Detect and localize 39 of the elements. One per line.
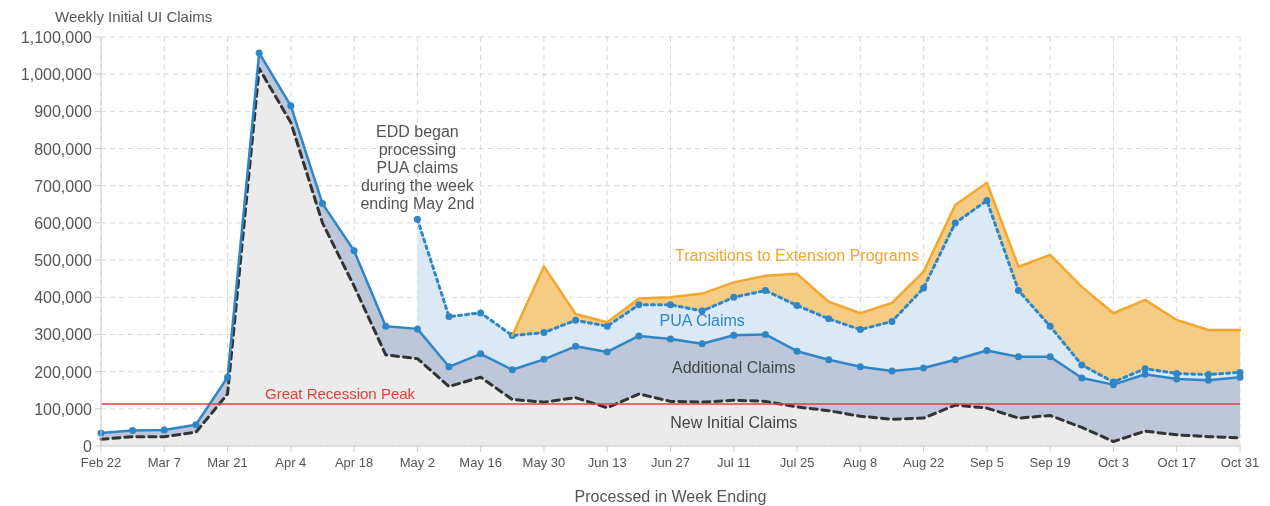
x-tick-label: Sep 5 [969,455,1004,470]
y-tick-label: 200,000 [34,363,93,381]
x-tick-label: Aug 8 [843,455,878,470]
series-label: Transitions to Extension Programs [675,246,920,264]
x-tick-label: Jun 27 [650,455,691,470]
x-tick-label: Mar 7 [147,455,181,470]
series-label: PUA Claims [659,312,745,330]
y-tick-label: 900,000 [34,103,93,121]
x-tick-label: Apr 18 [334,455,374,470]
series-label: Additional Claims [671,359,796,377]
x-tick-label: Apr 4 [275,455,307,470]
y-tick-label: 800,000 [34,140,93,158]
x-tick-label: Feb 22 [80,455,122,470]
y-tick-label: 700,000 [34,177,93,195]
y-tick-label: 600,000 [34,214,93,232]
x-tick-label: May 2 [399,455,436,470]
x-tick-label: Sep 19 [1029,455,1071,470]
y-tick-label: 400,000 [34,289,93,307]
y-tick-label: 500,000 [34,252,93,270]
y-tick-label: 0 [83,438,93,455]
x-tick-label: Aug 22 [903,455,945,470]
x-tick-label: Jun 13 [587,455,627,470]
x-tick-label: Oct 3 [1097,455,1129,470]
annotation: EDD began processing PUA claims during the week ending May 2nd [360,123,475,213]
ref-line-label: Great Recession Peak [265,384,416,402]
x-tick-label: Jul 25 [779,455,815,470]
y-tick-label: 1,100,000 [20,29,93,46]
x-tick-label: Mar 21 [207,455,248,470]
x-tick-label: Jul 11 [716,455,751,470]
y-axis-title: Weekly Initial UI Claims [55,8,213,25]
y-tick-label: 100,000 [34,400,93,418]
y-tick-label: 1,000,000 [20,66,93,84]
x-tick-label: May 30 [522,455,566,470]
x-axis-title: Processed in Week Ending [574,488,767,505]
y-tick-label: 300,000 [34,326,93,344]
series-label: New Initial Claims [670,414,798,432]
x-tick-label: Oct 31 [1220,455,1260,470]
x-tick-label: Oct 17 [1157,455,1196,470]
x-tick-label: May 16 [459,455,502,470]
